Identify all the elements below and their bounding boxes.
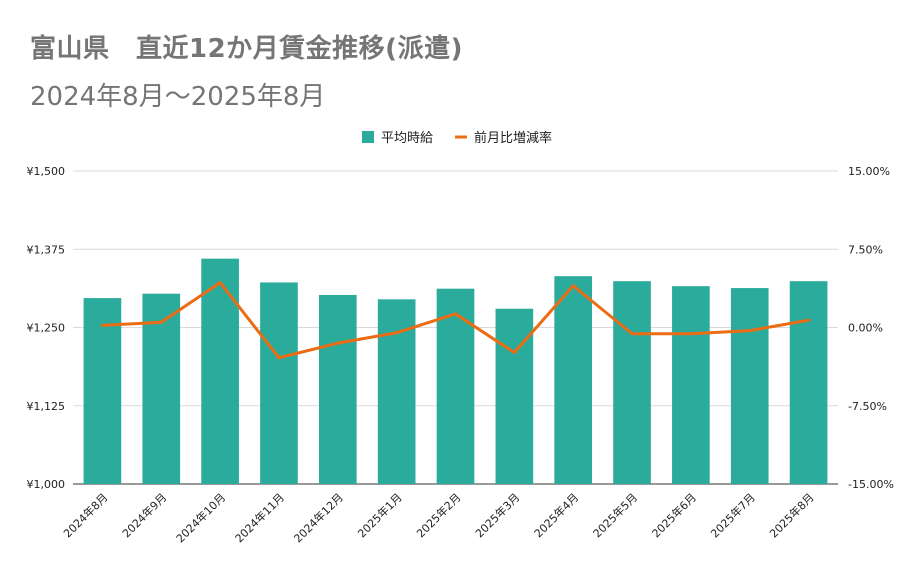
bar xyxy=(730,288,769,484)
left-tick-label: ¥1,000 xyxy=(27,478,66,491)
x-tick-label: 2025年5月 xyxy=(590,490,640,540)
x-tick-label: 2024年10月 xyxy=(173,490,228,545)
line-point xyxy=(159,320,163,324)
x-tick-label: 2025年7月 xyxy=(708,490,758,540)
left-tick-label: ¥1,500 xyxy=(27,165,66,178)
x-tick-label: 2024年11月 xyxy=(232,490,287,545)
x-tick-label: 2025年4月 xyxy=(531,490,581,540)
right-tick-label: 7.50% xyxy=(848,243,883,256)
legend-label-line: 前月比増減率 xyxy=(474,130,552,146)
x-tick-label: 2025年6月 xyxy=(649,490,699,540)
bar xyxy=(495,308,534,484)
legend-swatch-bar xyxy=(362,131,374,143)
line-point xyxy=(807,318,811,322)
bar xyxy=(83,298,122,484)
right-tick-label: 0.00% xyxy=(848,322,883,335)
bar xyxy=(554,276,593,484)
left-tick-label: ¥1,125 xyxy=(27,400,66,413)
line-point xyxy=(748,329,752,333)
x-tick-label: 2025年8月 xyxy=(766,490,816,540)
x-tick-label: 2025年1月 xyxy=(355,490,405,540)
x-tick-label: 2025年2月 xyxy=(413,490,463,540)
x-tick-label: 2024年9月 xyxy=(119,490,169,540)
line-point xyxy=(218,281,222,285)
right-tick-label: -7.50% xyxy=(848,400,887,413)
line-point xyxy=(100,323,104,327)
x-tick-label: 2024年12月 xyxy=(291,490,346,545)
line-point xyxy=(336,341,340,345)
line-point xyxy=(454,312,457,316)
line-point xyxy=(277,356,281,360)
line-point xyxy=(395,331,399,335)
bar xyxy=(201,258,239,484)
bar xyxy=(318,294,357,484)
right-tick-label: -15.00% xyxy=(848,478,894,491)
x-tick-label: 2024年8月 xyxy=(60,490,110,540)
left-tick-label: ¥1,375 xyxy=(27,243,66,256)
line-point xyxy=(512,351,516,355)
bar xyxy=(789,281,828,484)
right-tick-label: 15.00% xyxy=(848,165,890,178)
bar xyxy=(613,281,651,484)
line-point xyxy=(689,332,693,336)
left-tick-label: ¥1,250 xyxy=(27,322,66,335)
x-tick-label: 2025年3月 xyxy=(472,490,522,540)
chart-title: 富山県 直近12か月賃金推移(派遣) xyxy=(30,34,463,64)
chart-subtitle: 2024年8月～2025年8月 xyxy=(30,82,326,112)
line-point xyxy=(571,284,575,288)
bar xyxy=(142,293,181,484)
line-point xyxy=(630,332,634,336)
bar xyxy=(260,282,298,484)
bar xyxy=(672,286,710,484)
legend-label-bar: 平均時給 xyxy=(381,131,433,146)
